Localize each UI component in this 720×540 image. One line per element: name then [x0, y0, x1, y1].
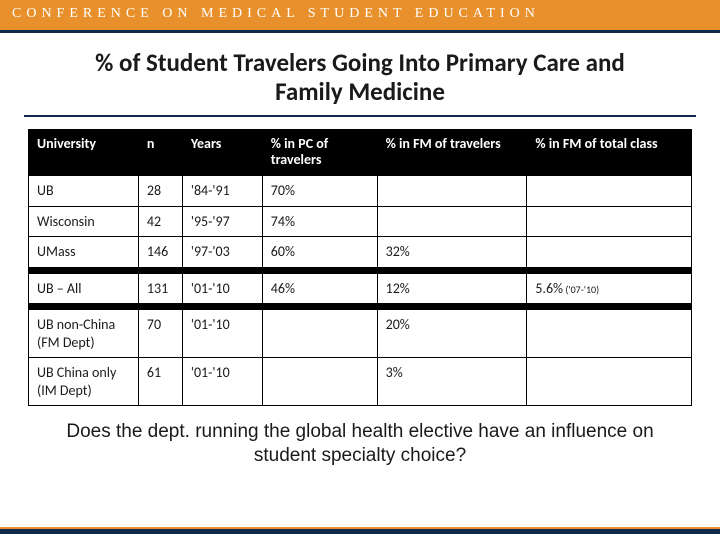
- cell-n: 146: [138, 237, 182, 268]
- col-header-n: n: [138, 129, 182, 176]
- cell-pc: [262, 358, 377, 406]
- cell-university: UB – All: [29, 273, 139, 304]
- table-row: UB non-China (FM Dept)70'01-'10 20%: [29, 310, 692, 358]
- col-header-fmt: % in FM of total class: [527, 129, 692, 176]
- cell-fm: 20%: [377, 310, 527, 358]
- cell-pc: 60%: [262, 237, 377, 268]
- cell-pc: 46%: [262, 273, 377, 304]
- cell-fmt: [527, 358, 692, 406]
- cell-pc: 74%: [262, 206, 377, 237]
- bottom-stripe: [0, 527, 720, 534]
- cell-university: Wisconsin: [29, 206, 139, 237]
- cell-years: '97-'03: [182, 237, 262, 268]
- cell-fm: 32%: [377, 237, 527, 268]
- cell-n: 42: [138, 206, 182, 237]
- cell-years: '01-'10: [182, 310, 262, 358]
- conference-banner: CONFERENCE ON MEDICAL STUDENT EDUCATION: [0, 0, 720, 30]
- cell-fm: 3%: [377, 358, 527, 406]
- fmt-note: ('07-'10): [563, 283, 599, 296]
- cell-n: 70: [138, 310, 182, 358]
- cell-university: UB non-China (FM Dept): [29, 310, 139, 358]
- col-header-years: Years: [182, 129, 262, 176]
- cell-years: '84-'91: [182, 176, 262, 207]
- col-header-pc: % in PC of travelers: [262, 129, 377, 176]
- cell-fmt: 5.6% ('07-'10): [527, 273, 692, 304]
- banner-rule: [0, 30, 720, 33]
- cell-n: 28: [138, 176, 182, 207]
- table-header-row: University n Years % in PC of travelers …: [29, 129, 692, 176]
- cell-years: '01-'10: [182, 358, 262, 406]
- cell-years: '95-'97: [182, 206, 262, 237]
- cell-fm: [377, 176, 527, 207]
- cell-pc: 70%: [262, 176, 377, 207]
- col-header-university: University: [29, 129, 139, 176]
- cell-n: 131: [138, 273, 182, 304]
- col-header-fm: % in FM of travelers: [377, 129, 527, 176]
- cell-n: 61: [138, 358, 182, 406]
- cell-years: '01-'10: [182, 273, 262, 304]
- cell-fmt: [527, 310, 692, 358]
- cell-pc: [262, 310, 377, 358]
- cell-fm: 12%: [377, 273, 527, 304]
- table-row: Wisconsin42'95-'9774%: [29, 206, 692, 237]
- cell-university: UMass: [29, 237, 139, 268]
- table-row: UB – All131'01-'1046%12%5.6% ('07-'10): [29, 273, 692, 304]
- footer-question: Does the dept. running the global health…: [0, 406, 720, 468]
- data-table: University n Years % in PC of travelers …: [28, 129, 692, 407]
- slide-title: % of Student Travelers Going Into Primar…: [24, 43, 696, 117]
- table-row: UMass146'97-'0360%32%: [29, 237, 692, 268]
- cell-university: UB China only (IM Dept): [29, 358, 139, 406]
- cell-fmt: [527, 206, 692, 237]
- table-row: UB China only (IM Dept)61'01-'10 3%: [29, 358, 692, 406]
- cell-fmt: [527, 176, 692, 207]
- cell-fm: [377, 206, 527, 237]
- cell-fmt: [527, 237, 692, 268]
- cell-university: UB: [29, 176, 139, 207]
- table-row: UB28'84-'9170%: [29, 176, 692, 207]
